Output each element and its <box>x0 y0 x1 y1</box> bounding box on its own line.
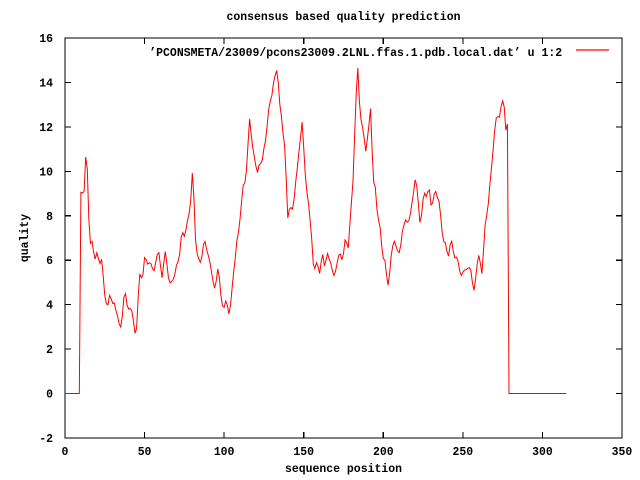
svg-text:12: 12 <box>39 122 53 135</box>
svg-text:10: 10 <box>39 166 53 179</box>
svg-text:consensus based quality predic: consensus based quality prediction <box>227 11 461 24</box>
svg-text:350: 350 <box>612 446 633 459</box>
svg-text:300: 300 <box>532 446 553 459</box>
svg-text:0: 0 <box>46 389 53 402</box>
svg-text:50: 50 <box>138 446 152 459</box>
svg-text:250: 250 <box>453 446 474 459</box>
svg-text:150: 150 <box>293 446 314 459</box>
svg-text:0: 0 <box>62 446 69 459</box>
svg-text:2: 2 <box>46 344 53 357</box>
svg-text:sequence position: sequence position <box>285 463 402 476</box>
svg-text:quality: quality <box>19 214 32 262</box>
svg-text:4: 4 <box>46 300 53 313</box>
svg-text:16: 16 <box>39 33 53 46</box>
svg-text:200: 200 <box>373 446 394 459</box>
svg-text:100: 100 <box>214 446 235 459</box>
svg-text:’PCONSMETA/23009/pcons23009.2L: ’PCONSMETA/23009/pcons23009.2LNL.ffas.1.… <box>149 47 562 60</box>
svg-text:8: 8 <box>46 211 53 224</box>
svg-text:6: 6 <box>46 255 53 268</box>
svg-text:-2: -2 <box>39 433 53 446</box>
svg-text:14: 14 <box>39 77 53 90</box>
